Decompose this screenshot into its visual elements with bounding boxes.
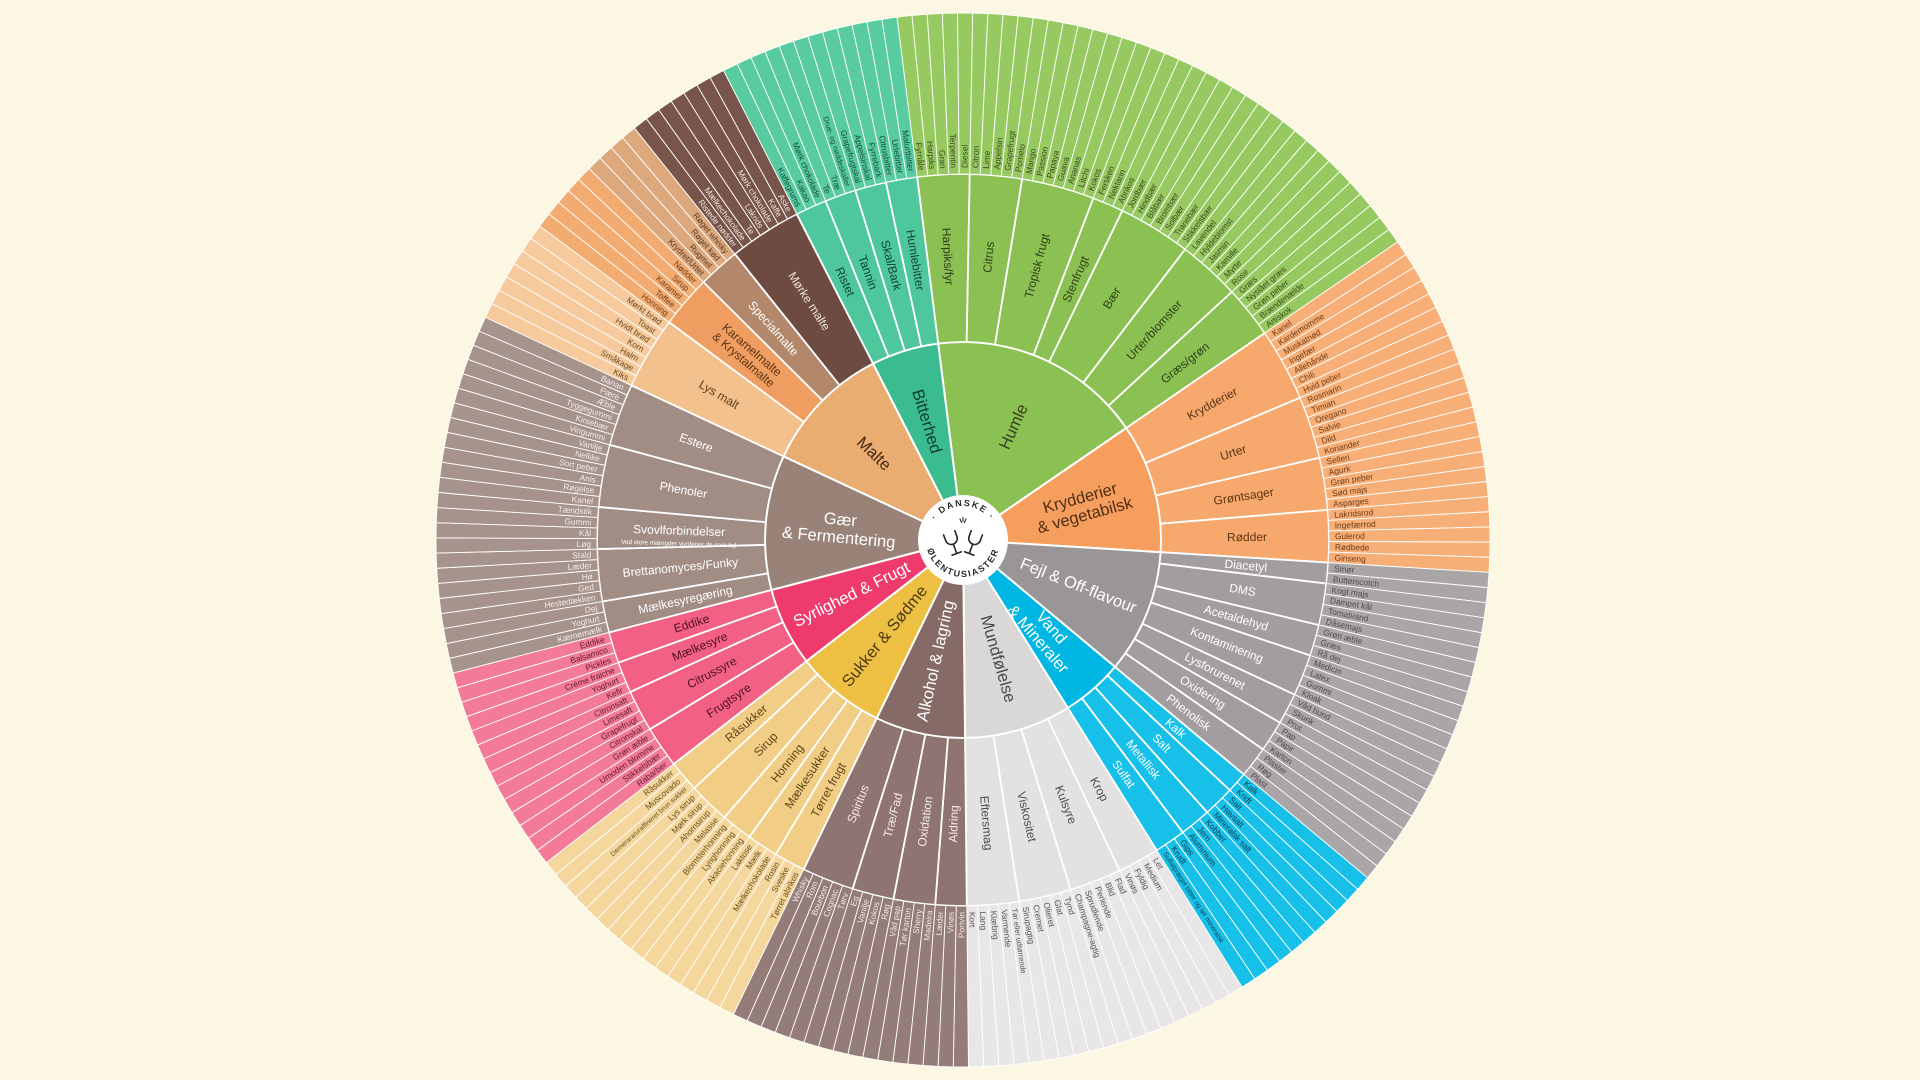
leaf-label: Selleri (1326, 452, 1351, 467)
center-logo: · DANSKE · ØLENTUSIASTER (918, 495, 1008, 585)
leaf-label: Lime (981, 150, 992, 169)
leaf-label: Anis (579, 472, 597, 485)
leaf-label: Kogt majs (1331, 585, 1369, 600)
subcategory-label: Citrus (980, 241, 997, 273)
leaf-label: Ingefærrod (1335, 519, 1377, 531)
leaf-label: Glat (1052, 899, 1066, 917)
leaf-wedge (881, 16, 918, 179)
leaf-label: Røgelse (563, 481, 596, 495)
leaf-label: Vinøs (945, 912, 956, 934)
leaf-label: Træ (829, 174, 844, 192)
leaf-label: Kanel (571, 494, 593, 506)
subcategory-label: SvovlforbindelserVed store mængder vurde… (621, 522, 737, 549)
leaf-label: Smør (1334, 563, 1355, 575)
leaf-label: Diesel (960, 145, 970, 168)
leaf-label: Sød majs (1331, 484, 1367, 498)
leaf-label: Gran (937, 150, 948, 169)
leaf-label: Te (820, 183, 833, 195)
leaf-label: Rødbede (1335, 542, 1370, 553)
leaf-label: Kort (967, 912, 977, 928)
subcategory-label: Diacetyl (1224, 557, 1268, 575)
leaf-label: Sherry (911, 908, 924, 934)
leaf-label: Varmende (999, 909, 1013, 948)
subcategory-label: Eftersmag (977, 795, 995, 851)
leaf-label: Stald (572, 550, 592, 561)
leaf-label: Harpiks (925, 141, 937, 170)
leaf-label: Citron (970, 145, 981, 168)
clinking-glasses-icon (942, 516, 984, 557)
leaf-label: Dej (584, 603, 598, 615)
subcategory-label: Harpiks/fyr (939, 227, 956, 285)
logo-circle (918, 495, 1008, 585)
leaf-label: Gulerod (1335, 531, 1365, 541)
leaf-label: Klæbrig (989, 910, 1001, 940)
leaf-label: Tændstik (557, 504, 593, 517)
leaf-label: Appelsin (992, 137, 1005, 170)
leaf-label: Læder (934, 911, 945, 936)
leaf-label: Asparges (1333, 496, 1369, 509)
leaf-label: Butterscotch (1332, 574, 1380, 589)
subcategory-label: Aldring (946, 805, 961, 843)
leaf-label: Portvin (956, 912, 966, 938)
subcategory-label: Oxidation (915, 795, 936, 847)
leaf-label: Læder (567, 560, 592, 572)
leaf-label: Fyrnåle (914, 142, 927, 171)
leaf-label: Eg (848, 894, 861, 907)
leaf-label: Røg (879, 903, 892, 921)
leaf-label: Løg (577, 539, 592, 549)
leaf-label: Hø (581, 571, 593, 582)
leaf-label: Mango (1024, 147, 1038, 174)
leaf-label: Agurk (1328, 463, 1352, 477)
leaf-label: Lang (978, 911, 989, 930)
leaf-label: Ginseng (1334, 553, 1366, 564)
leaf-label: Pomelo (1013, 143, 1027, 173)
leaf-label: Tynd (1063, 896, 1078, 917)
subcategory-label: DMS (1228, 581, 1257, 599)
leaf-label: Grapefrugt (1002, 130, 1017, 172)
leaf-label: Gummi (564, 516, 592, 527)
leaf-label: Ged (578, 582, 595, 594)
leaf-label: Terpentin (948, 134, 959, 169)
leaf-label: Dild (1320, 432, 1337, 446)
leaf-label: Lakridsrod (1334, 507, 1374, 520)
leaf-label: Kål (579, 528, 591, 538)
leaf-label: Madeira (922, 910, 935, 941)
wheel-sectors (435, 12, 1491, 1068)
subcategory-label: Rødder (1227, 530, 1267, 544)
